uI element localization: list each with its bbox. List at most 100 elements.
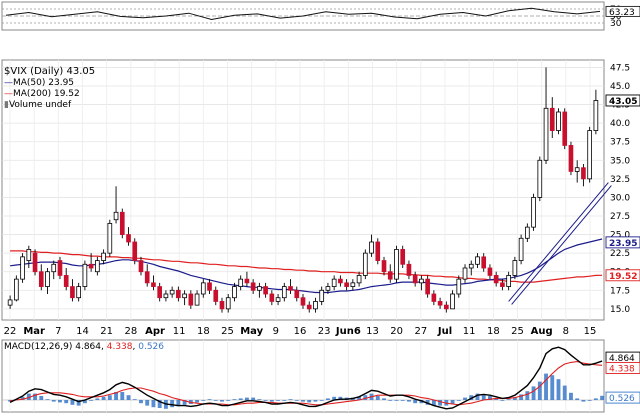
candle-up xyxy=(257,286,262,291)
x-tick-label: Apr xyxy=(145,326,165,337)
macd-histogram-bar xyxy=(319,400,324,401)
last-price-label: 43.05 xyxy=(609,97,637,107)
macd-histogram-bar xyxy=(76,400,81,406)
candle-down xyxy=(425,278,430,295)
candle-up xyxy=(394,249,399,280)
macd-frame xyxy=(1,339,605,413)
candle-down xyxy=(151,282,156,287)
candle-down xyxy=(269,293,275,302)
legend-ma200-swatch: — xyxy=(4,89,13,99)
candle-up xyxy=(238,278,244,287)
price-tick-label: 35.0 xyxy=(610,156,630,166)
rsi-value-label: 63.23 xyxy=(609,8,635,18)
macd-histogram-bar xyxy=(581,400,586,402)
candle-up xyxy=(587,130,592,180)
macd-histogram-bar xyxy=(382,398,386,400)
axis-labels: 70503063.2347.545.042.540.037.535.032.53… xyxy=(4,5,640,404)
price-frame xyxy=(1,59,605,321)
x-tick-label: 16 xyxy=(294,326,307,337)
macd-legend: MACD(12,26,9) 4.864, 4.338, 0.526 xyxy=(4,342,164,353)
legend-volume: Volume undef xyxy=(8,100,72,110)
macd-histogram-bar xyxy=(232,399,237,400)
macd-panel xyxy=(8,346,605,410)
hist-value-box xyxy=(605,391,640,404)
macd-histogram-bar xyxy=(488,396,492,400)
macd-histogram-bar xyxy=(45,399,50,400)
macd-histogram-bar xyxy=(26,393,31,400)
x-tick-label: 15 xyxy=(584,326,597,337)
candle-up xyxy=(356,275,362,284)
candle-down xyxy=(412,275,418,284)
ma50-value-box xyxy=(605,236,640,249)
macd-histogram-bar xyxy=(207,399,212,400)
last-price-box xyxy=(605,94,640,107)
macd-histogram-bar xyxy=(257,399,262,400)
macd-legend-signal: 4.338 xyxy=(106,342,133,352)
macd-histogram-bar xyxy=(400,400,405,401)
x-tick-label: 23 xyxy=(318,326,331,337)
candle-up xyxy=(113,211,119,221)
macd-histogram-bar xyxy=(82,400,87,404)
price-tick-label: 27.5 xyxy=(610,212,630,222)
price-tick-label: 15.0 xyxy=(610,305,630,315)
x-tick-label: 18 xyxy=(487,326,500,337)
macd-histogram-bar xyxy=(463,397,467,400)
macd-histogram-bar xyxy=(512,397,517,400)
candle-up xyxy=(362,252,368,276)
candle-down xyxy=(437,301,443,306)
macd-histogram-bar xyxy=(301,400,305,402)
macd-histogram-bar xyxy=(294,400,299,401)
macd-histogram-bar xyxy=(157,400,162,408)
macd-histogram-bar xyxy=(51,400,56,402)
price-tick-label: 37.5 xyxy=(610,138,630,148)
x-tick-label: 21 xyxy=(100,326,113,337)
macd-signal-line xyxy=(10,361,603,406)
candle-down xyxy=(549,107,555,131)
macd-histogram-bar xyxy=(550,375,555,400)
candle-down xyxy=(250,282,256,291)
ma50-line xyxy=(10,238,603,294)
macd-histogram-bar xyxy=(269,400,274,402)
macd-legend-sep1: , xyxy=(101,342,107,352)
candle-down xyxy=(481,256,487,269)
candle-up xyxy=(419,278,424,284)
candle-down xyxy=(213,289,219,302)
signal-value-box xyxy=(605,362,640,374)
macd-histogram-bar xyxy=(58,400,62,403)
candle-down xyxy=(138,260,144,273)
macd-histogram-bar xyxy=(126,395,131,400)
candle-up xyxy=(331,278,337,287)
rsi-value-box xyxy=(605,5,640,17)
macd-histogram-bar xyxy=(431,400,436,406)
candle-down xyxy=(288,286,293,291)
legend-ma200: MA(200) 19.52 xyxy=(13,89,80,99)
candle-up xyxy=(468,263,474,269)
macd-histogram-bar xyxy=(394,400,399,401)
trendline-upper xyxy=(508,182,609,302)
macd-histogram-bar xyxy=(282,400,287,401)
candle-down xyxy=(431,293,437,302)
signal-value-label: 4.338 xyxy=(609,365,635,375)
macd-histogram-bar xyxy=(506,399,511,400)
macd-histogram-bar xyxy=(213,400,218,401)
x-tick-label: 22 xyxy=(4,326,17,337)
x-tick-label: Jul xyxy=(437,326,452,337)
price-tick-label: 32.5 xyxy=(610,175,630,185)
macd-histogram-bar xyxy=(276,400,281,401)
legend-title: $VIX (Daily) 43.05 xyxy=(4,66,96,77)
candle-up xyxy=(525,226,530,239)
candle-up xyxy=(556,111,561,131)
macd-histogram-bar xyxy=(569,392,573,400)
candle-down xyxy=(188,293,194,306)
candle-up xyxy=(475,256,480,265)
candle-up xyxy=(82,263,88,287)
candle-down xyxy=(126,234,131,243)
rsi-line xyxy=(5,7,601,21)
macd-histogram-bar xyxy=(263,400,268,401)
candle-up xyxy=(518,237,524,261)
legend-ma50: MA(50) 23.95 xyxy=(13,78,75,88)
candle-up xyxy=(7,299,13,306)
candle-down xyxy=(219,301,225,310)
candle-up xyxy=(14,278,19,301)
